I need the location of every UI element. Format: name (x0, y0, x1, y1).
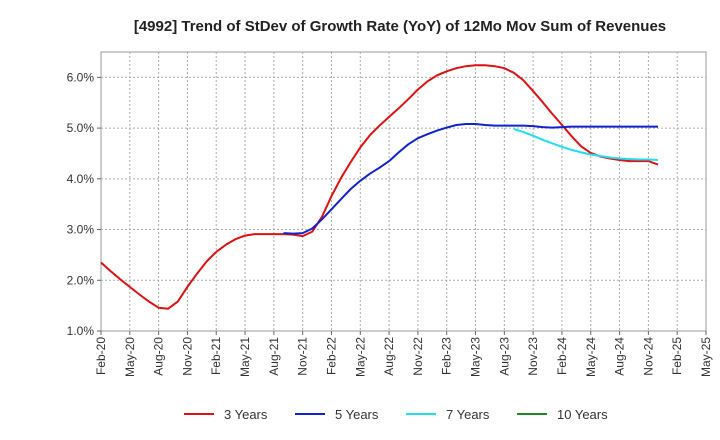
legend-label-5-years: 5 Years (335, 407, 379, 422)
x-tick-label: May-22 (353, 337, 367, 377)
legend: 3 Years 5 Years 7 Years 10 Years (184, 407, 608, 422)
series-lines (100, 64, 659, 310)
y-tick-label: 3.0% (67, 223, 95, 237)
x-tick-label: May-24 (584, 337, 598, 377)
x-tick-label: Feb-23 (440, 337, 454, 375)
legend-label-7-years: 7 Years (446, 407, 490, 422)
x-tick-label: Feb-20 (94, 337, 108, 375)
legend-label-10-years: 10 Years (557, 407, 608, 422)
y-axis: 1.0% 2.0% 3.0% 4.0% 5.0% 6.0% (67, 70, 101, 338)
y-tick-label: 5.0% (67, 121, 95, 135)
legend-label-3-years: 3 Years (224, 407, 268, 422)
plot-frame (100, 51, 707, 332)
x-tick-label: Feb-24 (555, 337, 569, 375)
plot-area (100, 51, 707, 332)
x-tick-label: Aug-21 (267, 337, 281, 376)
y-tick-label: 4.0% (67, 172, 95, 186)
series-line-5-years (283, 123, 658, 235)
series-line-7-years (513, 128, 659, 161)
series-line-3-years (100, 64, 659, 310)
x-tick-label: Feb-25 (670, 337, 684, 375)
x-tick-label: Feb-21 (209, 337, 223, 375)
x-tick-label: May-20 (123, 337, 137, 377)
x-tick-label: Nov-23 (526, 337, 540, 376)
grid (101, 52, 706, 331)
x-axis: Feb-20 May-20 Aug-20 Nov-20 Feb-21 May-21 Aug-… (94, 331, 713, 377)
x-tick-label: Aug-20 (152, 337, 166, 376)
y-tick-label: 2.0% (67, 273, 95, 287)
x-tick-label: Aug-24 (613, 337, 627, 376)
x-tick-label: Nov-22 (411, 337, 425, 376)
x-tick-label: Nov-20 (180, 337, 194, 376)
x-tick-label: Aug-23 (497, 337, 511, 376)
y-tick-label: 6.0% (67, 70, 95, 84)
x-tick-label: Aug-22 (382, 337, 396, 376)
x-tick-label: May-23 (469, 337, 483, 377)
chart-title: [4992] Trend of StDev of Growth Rate (Yo… (134, 18, 666, 35)
x-tick-label: Nov-21 (296, 337, 310, 376)
x-tick-label: May-21 (238, 337, 252, 377)
x-tick-label: Feb-22 (324, 337, 338, 375)
y-tick-label: 1.0% (67, 324, 95, 338)
x-tick-label: Nov-24 (641, 337, 655, 376)
x-tick-label: May-25 (699, 337, 713, 377)
